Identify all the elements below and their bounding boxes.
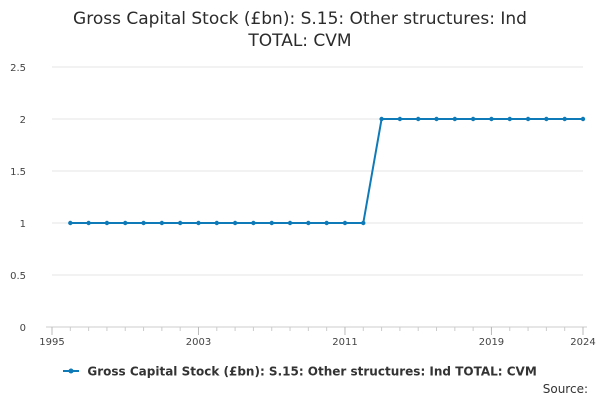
- data-point: [544, 116, 549, 122]
- data-point: [470, 116, 476, 122]
- data-point: [361, 220, 366, 226]
- x-tick-label: 2011: [332, 337, 357, 348]
- y-tick-label: 0.5: [10, 271, 26, 282]
- data-point: [251, 220, 256, 226]
- y-tick-label: 2.5: [10, 63, 26, 74]
- chart-title: Gross Capital Stock (£bn): S.15: Other s…: [40, 8, 560, 52]
- y-tick-label: 2: [20, 115, 26, 126]
- x-tick-label: 2024: [570, 337, 595, 348]
- data-point: [507, 116, 512, 122]
- chart-title-line-1: Gross Capital Stock (£bn): S.15: Other s…: [73, 9, 527, 29]
- data-point: [452, 116, 458, 122]
- data-point: [324, 220, 329, 226]
- y-tick-label: 1: [20, 219, 26, 230]
- data-point: [68, 220, 73, 226]
- y-tick-label: 1.5: [10, 167, 26, 178]
- data-point: [489, 116, 494, 122]
- data-point: [123, 220, 128, 226]
- data-point: [214, 220, 219, 226]
- legend-label: Gross Capital Stock (£bn): S.15: Other s…: [87, 364, 537, 379]
- data-point: [416, 116, 421, 122]
- gridlines: [52, 66, 583, 276]
- data-point: [379, 116, 384, 122]
- legend-swatch-dot: [68, 368, 74, 373]
- data-point: [177, 220, 183, 226]
- data-point: [104, 220, 110, 226]
- data-point: [306, 220, 311, 226]
- data-point: [434, 116, 439, 122]
- data-point: [562, 116, 567, 122]
- data-point: [86, 220, 91, 226]
- x-tick-label: 2019: [479, 337, 504, 348]
- data-point: [159, 220, 165, 226]
- axes: 0 0.5 1 1.5 2 2.5 1995 2003 2011 2019 2024: [10, 63, 596, 348]
- chart-title-line-2: TOTAL: CVM: [248, 31, 352, 51]
- data-point: [525, 116, 531, 122]
- series-group: [68, 116, 586, 226]
- legend-swatch-icon: [63, 368, 80, 373]
- data-point: [269, 220, 274, 226]
- data-point: [580, 116, 586, 122]
- x-tick-label: 2003: [186, 337, 211, 348]
- data-point: [287, 220, 293, 226]
- source-label: Source:: [542, 382, 588, 396]
- y-tick-label: 0: [20, 323, 26, 334]
- x-tick-label: 1995: [39, 337, 64, 348]
- data-point: [342, 220, 348, 226]
- legend[interactable]: Gross Capital Stock (£bn): S.15: Other s…: [0, 364, 600, 379]
- data-point: [196, 220, 201, 226]
- data-point: [397, 116, 403, 122]
- data-point: [232, 220, 238, 226]
- data-point: [141, 220, 146, 226]
